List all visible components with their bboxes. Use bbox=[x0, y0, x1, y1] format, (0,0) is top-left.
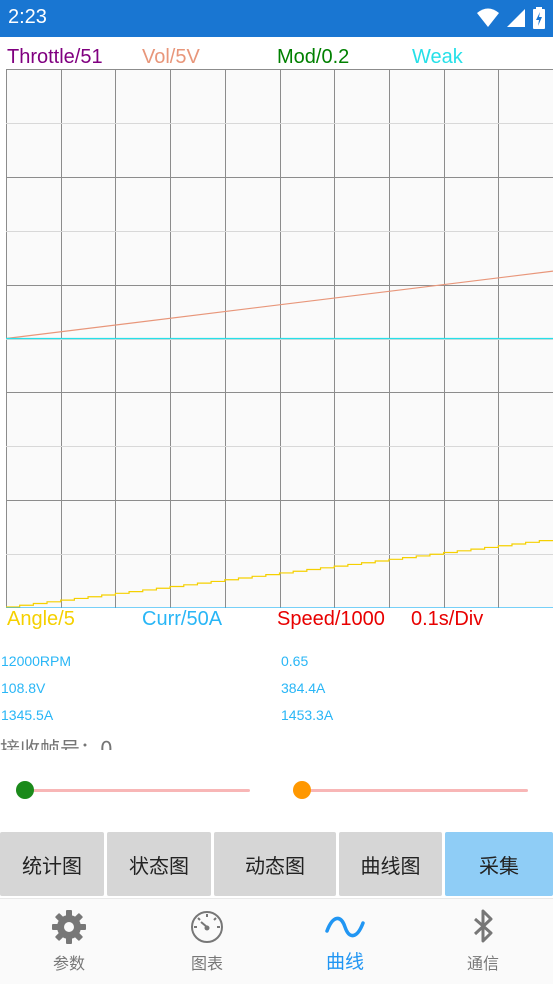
readout-current-c: 1453.3A bbox=[281, 707, 334, 723]
readout-current-a: 384.4A bbox=[281, 680, 326, 696]
frames-label: 接收帧号：0 bbox=[0, 737, 113, 750]
status-icons bbox=[477, 7, 545, 29]
status-bar: 2:23 bbox=[0, 0, 553, 37]
legend-speed: Speed/1000 bbox=[277, 608, 385, 630]
top-legend: Throttle/51 Vol/5V Mod/0.2 Weak bbox=[0, 46, 553, 72]
slider-left-thumb[interactable] bbox=[16, 781, 34, 799]
nav-charts[interactable]: 图表 bbox=[138, 899, 276, 984]
curve-plot bbox=[6, 69, 553, 608]
slider-left[interactable] bbox=[16, 778, 250, 802]
nav-curves[interactable]: 曲线 bbox=[276, 899, 414, 984]
legend-throttle: Throttle/51 bbox=[7, 46, 103, 68]
nav-charts-label: 图表 bbox=[190, 954, 223, 973]
tab-dynamic[interactable]: 动态图 bbox=[214, 832, 336, 896]
battery-charging-icon bbox=[533, 7, 545, 29]
legend-voltage: Vol/5V bbox=[142, 46, 200, 68]
signal-icon bbox=[507, 9, 525, 27]
tab-curve[interactable]: 曲线图 bbox=[339, 832, 442, 896]
gauge-icon bbox=[191, 911, 223, 943]
readout-speed: 12000RPM bbox=[1, 653, 72, 669]
nav-params-label: 参数 bbox=[52, 954, 85, 973]
wifi-icon bbox=[477, 8, 499, 27]
slider-right[interactable] bbox=[293, 778, 528, 802]
bottom-legend: Angle/5 Curr/50A Speed/1000 0.1s/Div bbox=[0, 608, 553, 634]
wave-icon bbox=[325, 916, 365, 938]
legend-angle: Angle/5 bbox=[7, 608, 75, 630]
series-line-vol-5v bbox=[6, 270, 553, 340]
status-time: 2:23 bbox=[8, 6, 47, 28]
tab-capture[interactable]: 采集 bbox=[445, 832, 553, 896]
legend-weak: Weak bbox=[412, 46, 463, 68]
nav-comms[interactable]: 通信 bbox=[414, 899, 552, 984]
slider-right-track[interactable] bbox=[293, 789, 528, 792]
tab-status[interactable]: 状态图 bbox=[107, 832, 211, 896]
tab-statistics[interactable]: 统计图 bbox=[0, 832, 104, 896]
slider-left-track[interactable] bbox=[16, 789, 250, 792]
nav-curves-label: 曲线 bbox=[325, 951, 364, 973]
legend-current: Curr/50A bbox=[142, 608, 223, 630]
series-line-angle-5 bbox=[6, 540, 553, 608]
nav-params[interactable]: 参数 bbox=[0, 899, 138, 984]
readout-current-b: 1345.5A bbox=[1, 707, 54, 723]
slider-right-thumb[interactable] bbox=[293, 781, 311, 799]
plot-canvas bbox=[6, 69, 553, 608]
gear-icon bbox=[52, 910, 86, 944]
legend-mod: Mod/0.2 bbox=[277, 46, 350, 68]
nav-comms-label: 通信 bbox=[466, 954, 499, 973]
legend-time-div: 0.1s/Div bbox=[411, 608, 484, 630]
readout-voltage: 108.8V bbox=[1, 680, 46, 696]
readout-mod: 0.65 bbox=[281, 653, 309, 669]
bluetooth-icon bbox=[473, 909, 493, 943]
bottom-navigation: 参数 图表 曲线 通信 bbox=[0, 898, 553, 984]
